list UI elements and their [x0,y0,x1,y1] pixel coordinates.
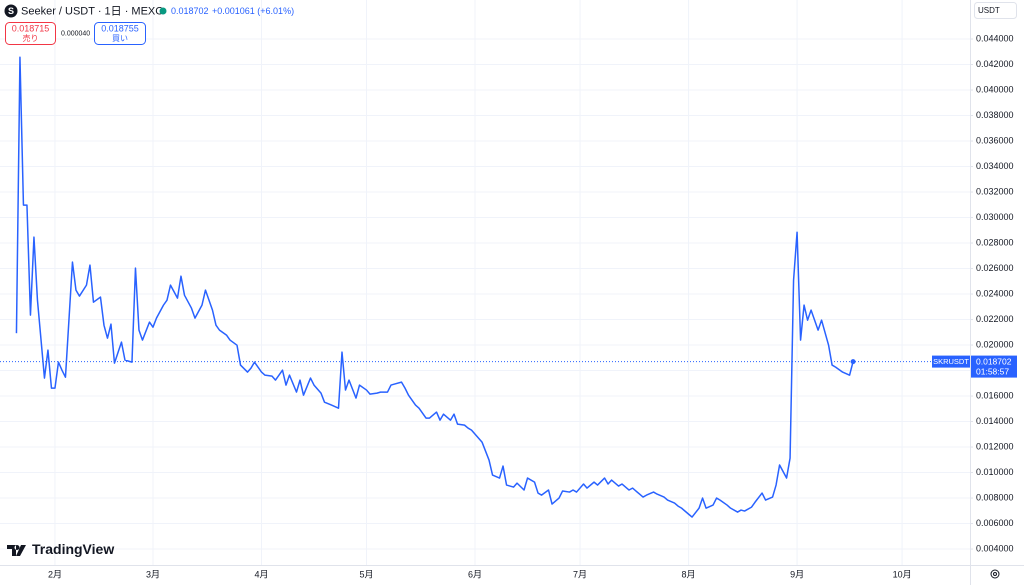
y-tick-label: 0.036000 [976,135,1014,145]
buy-price: 0.018755 [101,23,139,33]
y-tick-label: 0.040000 [976,84,1014,94]
y-tick-label: 0.024000 [976,288,1014,298]
x-tick-label: 3月 [146,569,160,579]
sell-button[interactable] [5,22,56,45]
y-tick-label: 0.026000 [976,263,1014,273]
y-tick-label: 0.032000 [976,186,1014,196]
spread: 0.000040 [61,30,90,37]
price-change: +0.001061 (+6.01%) [212,6,294,16]
brand-logo [7,545,26,556]
y-tick-label: 0.008000 [976,492,1014,502]
x-tick-label: 2月 [48,569,62,579]
x-tick-label: 7月 [573,569,587,579]
settings-icon[interactable] [990,569,1000,579]
y-tick-label: 0.038000 [976,110,1014,120]
buy-button[interactable] [94,22,146,45]
logo-letter: S [8,6,14,16]
buy-label: 買い [112,34,128,43]
y-tick-label: 0.042000 [976,59,1014,69]
y-tick-label: 0.010000 [976,467,1014,477]
x-tick-label: 9月 [790,569,804,579]
x-tick-label: 4月 [254,569,268,579]
symbol-tag-label: SKRUSDT [933,357,969,366]
y-tick-label: 0.028000 [976,237,1014,247]
brand-name: TradingView [32,541,114,557]
currency-button[interactable] [974,2,1017,19]
price-line [15,56,854,518]
y-tick-label: 0.014000 [976,416,1014,426]
y-tick-label: 0.016000 [976,390,1014,400]
currency: USDT [978,6,1000,15]
price-tag [971,355,1017,378]
sell-label: 売り [23,33,39,43]
status-dot [159,7,167,15]
y-tick-label: 0.034000 [976,161,1014,171]
y-tick-label: 0.030000 [976,212,1014,222]
last-point [850,359,856,365]
symbol-title[interactable]: Seeker / USDT · 1日 · MEXC [21,5,163,17]
price-tag-label: 0.018702 [976,356,1012,366]
y-tick-label: 0.006000 [976,518,1014,528]
y-tick-label: 0.012000 [976,441,1014,451]
y-tick-label: 0.004000 [976,543,1014,553]
x-tick-label: 6月 [468,569,482,579]
symbol-tag [932,355,970,368]
grid [0,0,970,565]
y-tick-label: 0.020000 [976,339,1014,349]
y-tick-label: 0.022000 [976,314,1014,324]
settings-icon-core [993,572,997,576]
x-tick-label: 10月 [893,569,912,579]
y-tick-label: 0.044000 [976,33,1014,43]
x-tick-label: 8月 [682,569,696,579]
axes: 0.004000 0.006000 0.008000 0.010000 0.012000… [48,33,1017,579]
sell-price: 0.018715 [12,23,50,33]
symbol-logo [4,4,18,18]
x-tick-label: 5月 [359,569,373,579]
last-price: 0.018702 [171,6,209,16]
plot [0,56,970,518]
countdown: 01:58:57 [976,366,1009,376]
